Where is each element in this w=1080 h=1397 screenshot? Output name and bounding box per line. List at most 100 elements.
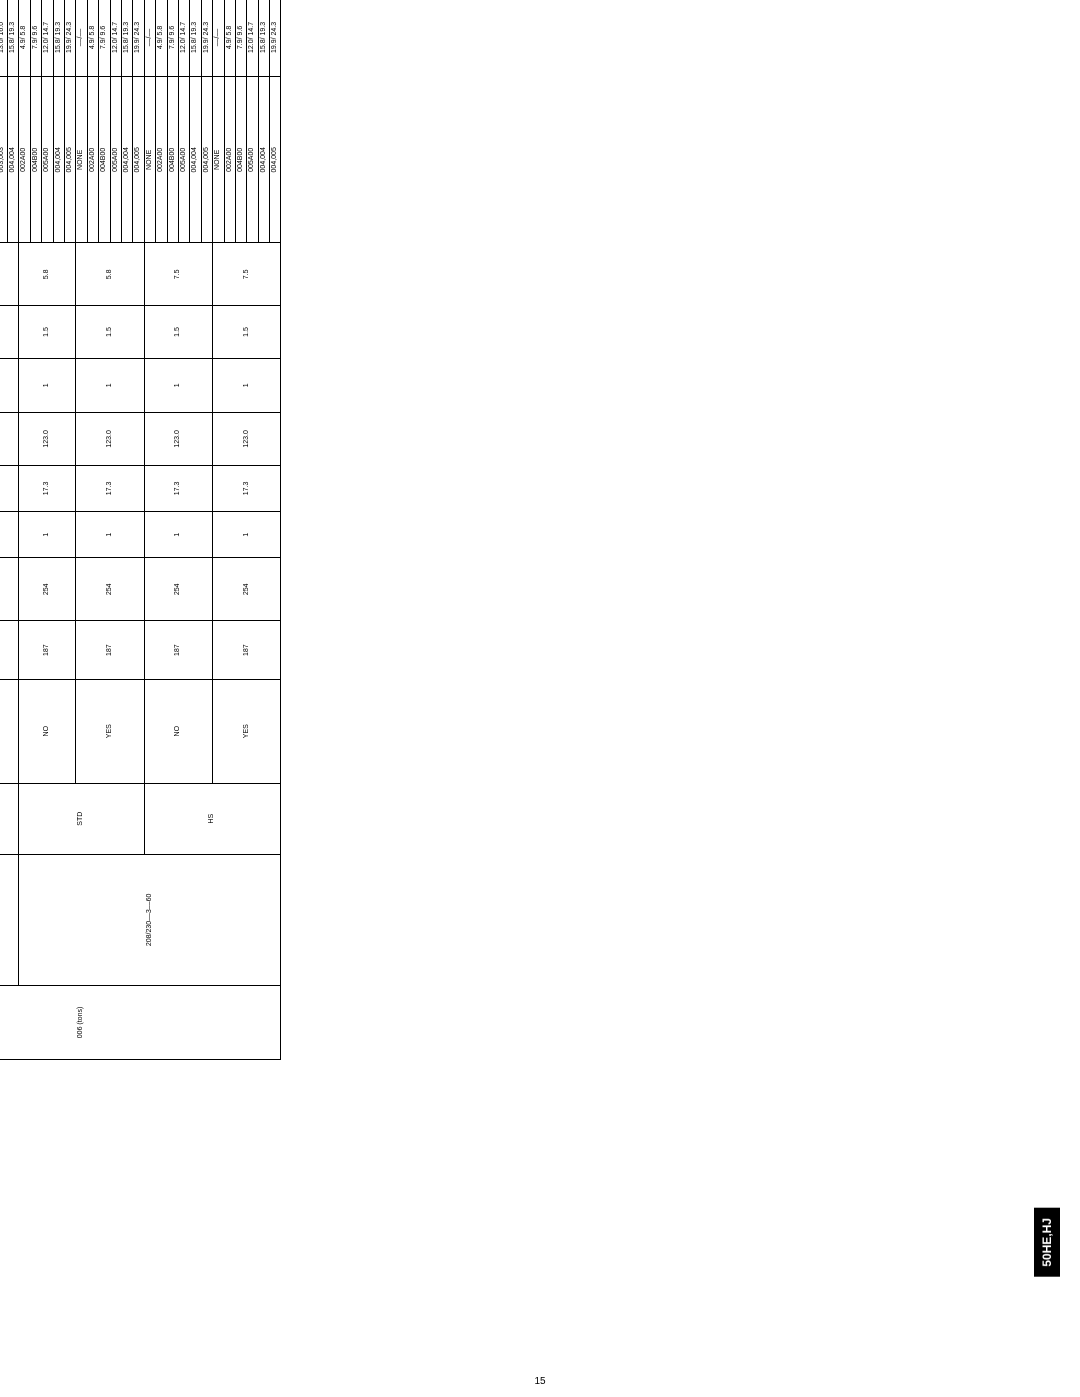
cell-rla: 17.3 <box>213 465 281 511</box>
cell-ffla: 1.5 <box>144 306 212 358</box>
cell-kw: 7.9/ 9.6 <box>167 0 178 77</box>
cell-kw: 7.9/ 9.6 <box>235 0 246 77</box>
cell-min: 187 <box>0 621 19 679</box>
cell-cr: 004B00 <box>99 77 110 243</box>
cell-ifmfla: 6.6 <box>0 243 19 306</box>
cell-cr: 005A00 <box>110 77 121 243</box>
cell-cqty: 1 <box>76 512 144 558</box>
cell-kw: 15.8/ 19.3 <box>8 0 19 77</box>
cell-conv: YES <box>76 679 144 783</box>
cell-ifmfla: 5.8 <box>76 243 144 306</box>
cell-fqty: 1 <box>0 358 19 412</box>
cell-kw: 7.9/ 9.6 <box>30 0 41 77</box>
cell-ifm-type: STD <box>19 783 144 854</box>
cell-ffla: 1.5 <box>213 306 281 358</box>
cell-cr: 004,005 <box>270 77 281 243</box>
cell-cr: 004,004 <box>53 77 64 243</box>
cell-cr: NONE <box>144 77 155 243</box>
cell-rla: 25.0 <box>0 465 19 511</box>
cell-cr: 004,004 <box>190 77 201 243</box>
cell-ffla: 1.5 <box>0 306 19 358</box>
cell-cr: 004,004 <box>121 77 132 243</box>
cell-kw: 4.9/ 5.8 <box>87 0 98 77</box>
cell-lra: 123.0 <box>76 412 144 465</box>
cell-cr: 005A00 <box>42 77 53 243</box>
cell-cr: NONE <box>213 77 224 243</box>
cell-conv: NO <box>144 679 212 783</box>
cell-min: 187 <box>76 621 144 679</box>
cell-max: 254 <box>213 558 281 621</box>
cell-rla: 17.3 <box>144 465 212 511</box>
cell-kw: 19.9/ 24.3 <box>201 0 212 77</box>
cell-kw: 12.0/ 14.7 <box>178 0 189 77</box>
cell-kw: 13.0/ 16.0 <box>0 0 8 77</box>
cell-ifm-type: STD <box>0 783 19 854</box>
cell-cqty: 1 <box>19 512 76 558</box>
cell-cr: 003,003 <box>0 77 8 243</box>
cell-conv: NO <box>19 679 76 783</box>
cell-kw: 19.9/ 24.3 <box>65 0 76 77</box>
cell-ffla: 1.5 <box>76 306 144 358</box>
cell-max: 254 <box>0 558 19 621</box>
side-tag: 50HE,HJ <box>1034 1208 1060 1277</box>
cell-kw: 7.9/ 9.6 <box>99 0 110 77</box>
cell-kw: 4.9/ 5.8 <box>19 0 30 77</box>
cell-lra: 123.0 <box>19 412 76 465</box>
cell-kw: 19.9/ 24.3 <box>270 0 281 77</box>
page-number: 15 <box>534 1376 545 1387</box>
cell-cr: 002A00 <box>224 77 235 243</box>
cell-cr: 005A00 <box>178 77 189 243</box>
cell-min: 187 <box>19 621 76 679</box>
cell-kw: ––/–– <box>144 0 155 77</box>
cell-min: 187 <box>144 621 212 679</box>
cell-max: 254 <box>144 558 212 621</box>
cell-max: 254 <box>76 558 144 621</box>
cell-cqty: 1 <box>144 512 212 558</box>
cell-ifm-type: HS <box>144 783 281 854</box>
cell-kw: 12.0/ 14.7 <box>42 0 53 77</box>
cell-ffla: 1.5 <box>19 306 76 358</box>
cell-cr: 004B00 <box>235 77 246 243</box>
cell-max: 254 <box>19 558 76 621</box>
cell-cr: 004B00 <box>30 77 41 243</box>
cell-cr: 002A00 <box>156 77 167 243</box>
cell-nominal: 208/230––1––60 <box>0 854 19 985</box>
cell-cr: 004,005 <box>133 77 144 243</box>
cell-cr: 004B00 <box>167 77 178 243</box>
cell-kw: ––/–– <box>213 0 224 77</box>
cell-conv: YES <box>213 679 281 783</box>
cell-cr: NONE <box>76 77 87 243</box>
cell-cr: 004,005 <box>65 77 76 243</box>
cell-kw: ––/–– <box>76 0 87 77</box>
cell-min: 187 <box>213 621 281 679</box>
cell-nominal: 208/230––3––60 <box>19 854 281 985</box>
cell-fqty: 1 <box>144 358 212 412</box>
cell-ifmfla: 7.5 <box>213 243 281 306</box>
electrical-data-table: UNIT SIZE NOMINAL V–PH–Hz IFM TYPE CONV … <box>0 0 281 1060</box>
cell-kw: 4.9/ 5.8 <box>156 0 167 77</box>
cell-cqty: 1 <box>213 512 281 558</box>
cell-lra: 123.0 <box>213 412 281 465</box>
cell-cr: 002A00 <box>87 77 98 243</box>
cell-ifmfla: 7.5 <box>144 243 212 306</box>
cell-kw: 15.8/ 19.3 <box>53 0 64 77</box>
cell-conv: YES <box>0 679 19 783</box>
cell-cr: 002A00 <box>19 77 30 243</box>
cell-rla: 17.3 <box>76 465 144 511</box>
cell-cr: 004,004 <box>258 77 269 243</box>
cell-cr: 004,004 <box>8 77 19 243</box>
cell-kw: 15.8/ 19.3 <box>121 0 132 77</box>
cell-cqty: 1 <box>0 512 19 558</box>
cell-fqty: 1 <box>76 358 144 412</box>
cell-rla: 17.3 <box>19 465 76 511</box>
cell-kw: 4.9/ 5.8 <box>224 0 235 77</box>
cell-cr: 005A00 <box>247 77 258 243</box>
cell-kw: 12.0/ 14.7 <box>247 0 258 77</box>
cell-fqty: 1 <box>213 358 281 412</box>
cell-lra: 150.0 <box>0 412 19 465</box>
cell-kw: 12.0/ 14.7 <box>110 0 121 77</box>
cell-kw: 19.9/ 24.3 <box>133 0 144 77</box>
cell-kw: 15.8/ 19.3 <box>258 0 269 77</box>
cell-lra: 123.0 <box>144 412 212 465</box>
cell-fqty: 1 <box>19 358 76 412</box>
